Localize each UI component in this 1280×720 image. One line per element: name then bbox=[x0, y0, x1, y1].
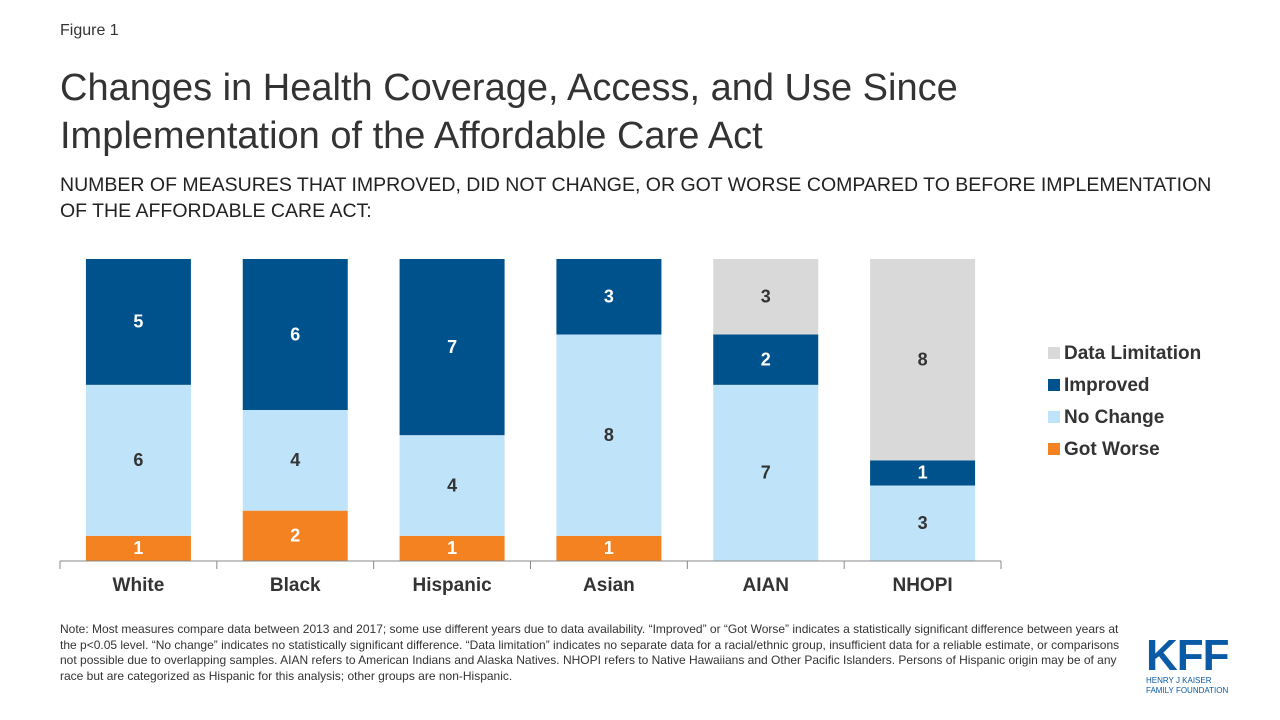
bar-segment bbox=[870, 485, 976, 561]
legend-swatch bbox=[1048, 347, 1060, 359]
data-label: 8 bbox=[918, 349, 928, 369]
bar-segment bbox=[713, 384, 819, 561]
x-tick-label: NHOPI bbox=[892, 575, 952, 596]
legend-swatch bbox=[1048, 411, 1060, 423]
bar-segment bbox=[242, 510, 348, 561]
logo-line: HENRY J KAISER bbox=[1146, 676, 1212, 685]
logo-mark: KFF bbox=[1146, 631, 1230, 680]
bar-segment bbox=[713, 334, 819, 385]
bar-segment bbox=[870, 460, 976, 486]
data-label: 4 bbox=[290, 450, 300, 470]
data-label: 2 bbox=[290, 526, 300, 546]
bar-segment bbox=[242, 410, 348, 511]
bar-segment bbox=[85, 259, 191, 385]
x-tick-label: White bbox=[113, 575, 165, 596]
x-tick-label: Asian bbox=[583, 575, 635, 596]
legend-swatch bbox=[1048, 443, 1060, 455]
data-label: 1 bbox=[604, 538, 614, 558]
bar-segment bbox=[85, 535, 191, 561]
chart: 1 6 5 White 2 4 6 Black 1 4 7 Hispanic 1 8 3 Asian 7 2 3 AI… bbox=[59, 259, 1201, 596]
bar-segment bbox=[242, 259, 348, 410]
data-label: 8 bbox=[604, 425, 614, 445]
x-tick-label: Hispanic bbox=[412, 575, 492, 596]
data-label: 3 bbox=[761, 287, 771, 307]
bar-segment bbox=[713, 259, 819, 335]
bar-segment bbox=[399, 535, 505, 561]
figure-label: Figure 1 bbox=[60, 22, 119, 39]
chart-subtitle: NUMBER OF MEASURES THAT IMPROVED, DID NO… bbox=[60, 174, 1212, 222]
bar-segment bbox=[399, 435, 505, 536]
bar-segment bbox=[556, 334, 662, 536]
legend-swatch bbox=[1048, 379, 1060, 391]
bar-segment bbox=[556, 259, 662, 335]
data-label: 3 bbox=[604, 287, 614, 307]
data-label: 7 bbox=[447, 337, 457, 357]
data-label: 4 bbox=[447, 475, 457, 495]
data-label: 6 bbox=[133, 450, 143, 470]
bar-segment bbox=[85, 384, 191, 536]
legend-label: Got Worse bbox=[1064, 439, 1160, 460]
bar-segment bbox=[399, 259, 505, 436]
data-label: 6 bbox=[290, 324, 300, 344]
data-label: 5 bbox=[133, 312, 143, 332]
bar-segment bbox=[556, 535, 662, 561]
data-label: 7 bbox=[761, 463, 771, 483]
data-label: 2 bbox=[761, 349, 771, 369]
legend-label: Data Limitation bbox=[1064, 343, 1201, 364]
logo: KFF HENRY J KAISER FAMILY FOUNDATION bbox=[1146, 631, 1246, 696]
x-tick-label: Black bbox=[270, 575, 321, 596]
chart-title: Changes in Health Coverage, Access, and … bbox=[60, 67, 958, 157]
note: Note: Most measures compare data between… bbox=[60, 622, 1120, 683]
logo-line: FAMILY FOUNDATION bbox=[1146, 686, 1229, 695]
legend-label: Improved bbox=[1064, 375, 1150, 396]
legend-label: No Change bbox=[1064, 407, 1164, 428]
data-label: 3 bbox=[918, 513, 928, 533]
x-tick-label: AIAN bbox=[743, 575, 789, 596]
data-label: 1 bbox=[447, 538, 457, 558]
data-label: 1 bbox=[918, 463, 928, 483]
data-label: 1 bbox=[133, 538, 143, 558]
bar-segment bbox=[870, 259, 976, 461]
